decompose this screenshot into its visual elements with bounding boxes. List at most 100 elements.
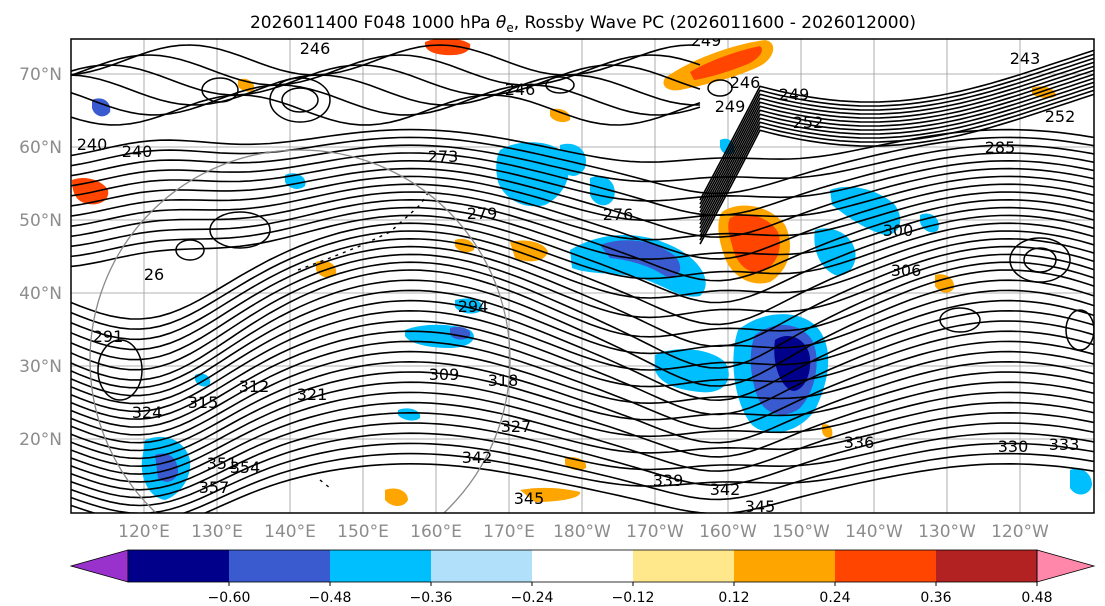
contour-label: 249	[779, 85, 810, 104]
longitude-label: 120°E	[118, 522, 170, 542]
theta-e-contour	[699, 61, 1094, 213]
latitude-label: 20°N	[19, 430, 62, 450]
theta-e-contour	[71, 442, 1094, 513]
theta-e-contour	[71, 452, 1094, 513]
warm-anomaly-region	[728, 214, 780, 273]
theta-e-contour	[699, 89, 1094, 241]
map-frame	[70, 38, 1095, 514]
warm-anomaly-region	[510, 240, 548, 262]
contour-label: 294	[458, 297, 489, 316]
contour-label: 318	[488, 371, 519, 390]
contour-label: 249	[715, 97, 746, 116]
colorbar-cell	[835, 550, 937, 582]
contour-label: 342	[462, 448, 493, 467]
theta-e-contour	[71, 64, 701, 96]
cold-anomaly-region	[1070, 468, 1092, 495]
contour-label: 345	[745, 497, 776, 516]
contour-label: 285	[985, 138, 1016, 157]
contour-label: 321	[297, 385, 328, 404]
contour-label: 357	[199, 478, 230, 497]
theta-e-contour	[71, 411, 1094, 491]
theta-e-contour	[71, 94, 701, 126]
warm-anomaly-region	[385, 488, 408, 506]
theta-e-contour	[71, 144, 1094, 183]
colorbar-tick-label: −0.48	[309, 590, 352, 606]
figure-title: 2026011400 F048 1000 hPa θe, Rossby Wave…	[250, 13, 916, 35]
longitude-label: 140°W	[845, 522, 903, 542]
theta-e-contour	[71, 245, 1094, 351]
cold-anomaly-region	[398, 408, 421, 421]
colorbar-tick-label: 0.24	[819, 590, 850, 606]
longitude-labels: 120°E 130°E 140°E 150°E 160°E 170°E 180°W 170°W…	[118, 522, 1049, 542]
theta-e-contour	[71, 44, 701, 76]
theta-e-contour	[71, 261, 1094, 371]
theta-e-contour	[699, 65, 1094, 217]
longitude-label: 180°W	[553, 522, 611, 542]
contour-label: 309	[429, 365, 460, 384]
theta-e-closed-contours	[97, 76, 1094, 401]
colorbar-tick-label: −0.60	[208, 590, 251, 606]
contour-label: 315	[188, 393, 219, 412]
theta-e-contour	[71, 222, 1094, 320]
cold-anomaly-region	[92, 98, 111, 117]
dateline-boundary	[319, 479, 331, 489]
theta-e-contour	[71, 269, 1094, 381]
theta-e-contour	[71, 432, 1094, 507]
latitude-label: 30°N	[19, 357, 62, 377]
contour-label: 345	[514, 489, 545, 508]
longitude-label: 170°W	[626, 522, 684, 542]
contour-label: 354	[230, 458, 261, 477]
colorbar-tick-label: 0.36	[920, 590, 951, 606]
theta-e-contour	[71, 167, 1094, 238]
theta-e-contour	[71, 422, 1094, 499]
longitude-label: 160°E	[410, 522, 462, 542]
colorbar-cell	[330, 550, 432, 582]
contour-label: 291	[93, 327, 124, 346]
colorbar-cell	[431, 550, 533, 582]
range-circle	[89, 149, 511, 513]
contour-label: 306	[891, 261, 922, 280]
warm-anomaly-region	[520, 487, 581, 502]
contour-label: 339	[653, 471, 684, 490]
theta-e-contour	[71, 360, 1094, 452]
contour-label: 324	[132, 403, 163, 422]
colorbar-tick-label: −0.24	[511, 590, 554, 606]
theta-e-contour	[699, 57, 1094, 209]
longitude-label: 170°E	[483, 522, 535, 542]
colorbar-cell	[734, 550, 836, 582]
contour-label: 336	[844, 433, 875, 452]
theta-e-contour	[71, 54, 701, 86]
latitude-label: 40°N	[19, 284, 62, 304]
contour-label: 240	[122, 142, 153, 161]
contour-label: 246	[300, 39, 331, 58]
longitude-label: 150°E	[337, 522, 389, 542]
contour-label: 276	[603, 205, 634, 224]
longitude-label: 160°W	[699, 522, 757, 542]
theta-e-contour	[71, 230, 1094, 330]
theta-e-contour	[699, 81, 1094, 233]
contour-label: 330	[998, 437, 1029, 456]
theta-e-contour	[699, 93, 1094, 245]
theta-e-contour	[699, 53, 1094, 205]
theta-e-contour	[699, 73, 1094, 225]
contour-label: 342	[710, 480, 741, 499]
contour-label: 246	[730, 73, 761, 92]
colorbar-cell	[936, 550, 1038, 582]
colorbar-cell	[128, 550, 230, 582]
theta-e-contour	[71, 198, 1094, 282]
longitude-label: 130°E	[191, 522, 243, 542]
theta-e-contour	[71, 299, 1094, 405]
contour-label: 240	[77, 135, 108, 154]
theta-e-contour	[71, 320, 1094, 420]
theta-e-contour	[71, 462, 1094, 513]
contour-label: 312	[239, 377, 270, 396]
theta-e-contour	[71, 183, 1094, 260]
contour-label: 300	[883, 221, 914, 240]
theta-e-contour	[71, 74, 701, 106]
colorbar-tick-label: −0.36	[410, 590, 453, 606]
theta-e-contour	[71, 279, 1094, 389]
colorbar-tick-label: 0.48	[1021, 590, 1052, 606]
contour-label: 327	[501, 417, 532, 436]
contour-label: 252	[793, 113, 824, 132]
